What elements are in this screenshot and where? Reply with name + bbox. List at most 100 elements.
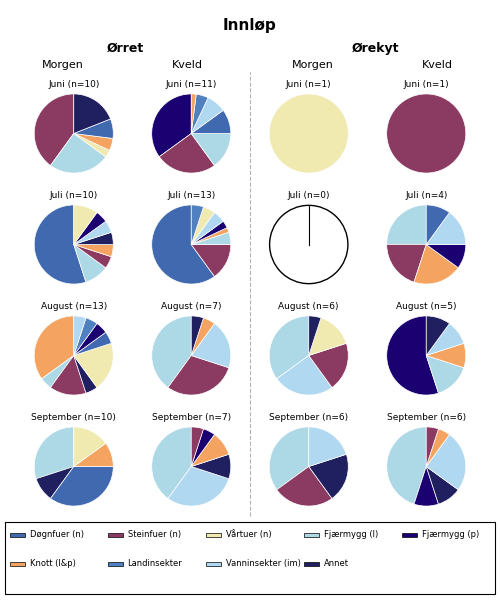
Text: Annet: Annet xyxy=(324,559,348,568)
Wedge shape xyxy=(50,134,106,173)
Text: Fjærmygg (p): Fjærmygg (p) xyxy=(422,530,479,539)
Wedge shape xyxy=(74,94,110,134)
FancyBboxPatch shape xyxy=(304,533,318,537)
Wedge shape xyxy=(191,207,214,245)
Title: Juni (n=1): Juni (n=1) xyxy=(286,80,332,89)
FancyBboxPatch shape xyxy=(108,562,122,566)
Text: Døgnfuer (n): Døgnfuer (n) xyxy=(30,530,84,539)
Wedge shape xyxy=(191,212,223,245)
Text: Morgen: Morgen xyxy=(292,60,334,70)
Title: Juli (n=13): Juli (n=13) xyxy=(167,191,216,200)
Wedge shape xyxy=(309,427,346,467)
Wedge shape xyxy=(74,134,113,151)
Wedge shape xyxy=(74,221,112,245)
Title: September (n=6): September (n=6) xyxy=(386,413,466,422)
Wedge shape xyxy=(191,454,231,479)
Wedge shape xyxy=(74,443,114,467)
Text: Ørekyt: Ørekyt xyxy=(351,42,399,55)
Wedge shape xyxy=(191,316,203,356)
Title: Juli (n=4): Juli (n=4) xyxy=(405,191,448,200)
Wedge shape xyxy=(309,343,348,388)
Wedge shape xyxy=(426,356,464,393)
FancyBboxPatch shape xyxy=(206,562,220,566)
Wedge shape xyxy=(50,467,114,506)
Wedge shape xyxy=(414,245,458,284)
Wedge shape xyxy=(168,356,229,395)
FancyBboxPatch shape xyxy=(10,562,24,566)
Wedge shape xyxy=(426,434,466,490)
Wedge shape xyxy=(168,467,229,506)
Text: Morgen: Morgen xyxy=(42,60,84,70)
Wedge shape xyxy=(74,427,106,467)
Wedge shape xyxy=(74,356,97,393)
Wedge shape xyxy=(191,94,196,134)
Wedge shape xyxy=(191,221,227,245)
Wedge shape xyxy=(191,232,231,245)
Title: Juni (n=11): Juni (n=11) xyxy=(166,80,217,89)
Wedge shape xyxy=(386,316,438,395)
Wedge shape xyxy=(152,94,191,157)
Wedge shape xyxy=(277,356,332,395)
Wedge shape xyxy=(191,98,223,134)
Wedge shape xyxy=(74,318,97,356)
FancyBboxPatch shape xyxy=(402,533,416,537)
Wedge shape xyxy=(74,134,110,157)
Text: Landinsekter: Landinsekter xyxy=(128,559,182,568)
Wedge shape xyxy=(191,318,214,356)
Wedge shape xyxy=(152,316,191,388)
FancyBboxPatch shape xyxy=(206,533,220,537)
Title: Juli (n=0): Juli (n=0) xyxy=(288,191,330,200)
Wedge shape xyxy=(160,134,214,173)
Wedge shape xyxy=(386,427,426,504)
Wedge shape xyxy=(191,323,231,368)
Wedge shape xyxy=(309,318,346,356)
Wedge shape xyxy=(269,316,309,379)
Wedge shape xyxy=(426,429,450,467)
Wedge shape xyxy=(426,323,464,356)
FancyBboxPatch shape xyxy=(108,533,122,537)
Wedge shape xyxy=(74,316,86,356)
Wedge shape xyxy=(74,232,114,245)
Wedge shape xyxy=(191,227,229,245)
Wedge shape xyxy=(426,245,466,268)
Title: August (n=6): August (n=6) xyxy=(278,302,339,311)
Wedge shape xyxy=(50,356,86,395)
Wedge shape xyxy=(74,245,112,268)
Wedge shape xyxy=(74,245,114,257)
Wedge shape xyxy=(74,119,114,139)
Wedge shape xyxy=(152,205,214,284)
Wedge shape xyxy=(426,467,458,504)
Wedge shape xyxy=(191,205,203,245)
Title: September (n=7): September (n=7) xyxy=(152,413,231,422)
Text: Vanninsekter (im): Vanninsekter (im) xyxy=(226,559,300,568)
Title: August (n=7): August (n=7) xyxy=(161,302,222,311)
Title: August (n=13): August (n=13) xyxy=(40,302,107,311)
Text: Vårtuer (n): Vårtuer (n) xyxy=(226,530,271,539)
Wedge shape xyxy=(74,212,106,245)
Text: Kveld: Kveld xyxy=(422,60,453,70)
Wedge shape xyxy=(309,454,348,499)
Wedge shape xyxy=(191,245,231,277)
Wedge shape xyxy=(74,332,112,356)
Wedge shape xyxy=(426,205,450,245)
Wedge shape xyxy=(269,427,309,490)
Wedge shape xyxy=(386,94,466,173)
Wedge shape xyxy=(74,323,106,356)
Text: Fjærmygg (l): Fjærmygg (l) xyxy=(324,530,378,539)
Wedge shape xyxy=(426,316,450,356)
Wedge shape xyxy=(36,467,74,499)
Wedge shape xyxy=(34,94,74,166)
Wedge shape xyxy=(34,427,74,479)
Wedge shape xyxy=(34,316,74,379)
Wedge shape xyxy=(414,467,438,506)
Wedge shape xyxy=(277,467,332,506)
Text: Steinfuer (n): Steinfuer (n) xyxy=(128,530,180,539)
Wedge shape xyxy=(74,245,106,282)
Wedge shape xyxy=(74,343,114,388)
Text: Innløp: Innløp xyxy=(223,18,277,33)
Text: Kveld: Kveld xyxy=(172,60,203,70)
Wedge shape xyxy=(191,429,214,467)
Title: September (n=10): September (n=10) xyxy=(32,413,116,422)
Text: Ørret: Ørret xyxy=(106,42,144,55)
Wedge shape xyxy=(191,134,231,166)
